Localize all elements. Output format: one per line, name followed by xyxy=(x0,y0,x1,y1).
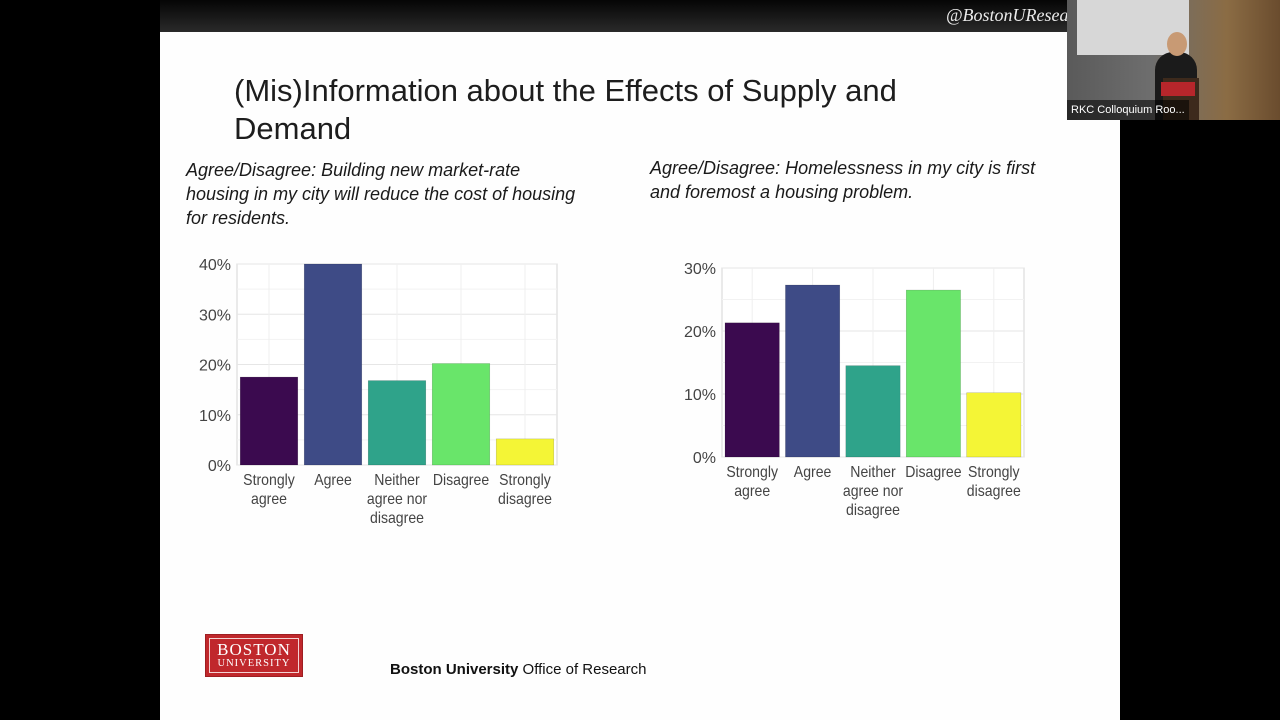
bar-strongly-disagree xyxy=(966,392,1022,458)
logo-line-boston: BOSTON xyxy=(217,640,291,659)
logo-line-university: UNIVERSITY xyxy=(217,658,291,669)
y-tick-label: 30% xyxy=(684,261,716,278)
x-tick-label: agree xyxy=(251,490,287,508)
x-tick-label: Neither xyxy=(850,463,895,481)
left-question: Agree/Disagree: Building new market-rate… xyxy=(186,160,576,228)
podium-sign xyxy=(1161,82,1195,96)
bar-strongly-agree xyxy=(724,322,780,458)
y-tick-label: 0% xyxy=(693,450,716,467)
x-tick-label: agree xyxy=(734,482,770,500)
x-tick-label: agree nor xyxy=(367,490,427,508)
participant-name-label: RKC Colloquium Roo... xyxy=(1067,100,1189,120)
y-tick-label: 30% xyxy=(199,307,231,324)
footer-org-bold: Boston University xyxy=(390,661,519,678)
x-tick-label: Strongly xyxy=(968,463,1020,481)
bar-disagree xyxy=(431,363,491,466)
bar-strongly-agree xyxy=(239,376,299,466)
x-tick-label: Disagree xyxy=(905,463,961,481)
bar-disagree xyxy=(905,289,961,458)
x-tick-label: Strongly xyxy=(499,471,551,489)
right-question: Agree/Disagree: Homelessness in my city … xyxy=(650,158,1036,202)
x-tick-label: Disagree xyxy=(433,471,489,489)
x-tick-label: disagree xyxy=(967,482,1021,500)
presentation-slide: (Mis)Information about the Effects of Su… xyxy=(160,32,1120,720)
y-tick-label: 20% xyxy=(199,358,231,375)
y-tick-label: 0% xyxy=(208,458,231,475)
y-tick-label: 40% xyxy=(199,257,231,274)
boston-university-logo: BOSTON UNIVERSITY xyxy=(205,634,303,677)
bar-agree xyxy=(785,284,841,458)
y-tick-label: 20% xyxy=(684,324,716,341)
bar-neither-agree-nor-disagree xyxy=(845,365,901,458)
x-tick-label: Agree xyxy=(794,463,832,481)
footer-org: Boston University Office of Research xyxy=(390,661,646,678)
x-tick-label: disagree xyxy=(370,509,424,527)
x-tick-label: Strongly xyxy=(243,471,295,489)
x-tick-label: Strongly xyxy=(726,463,778,481)
y-tick-label: 10% xyxy=(684,387,716,404)
bar-neither-agree-nor-disagree xyxy=(367,380,427,466)
participant-video-tile[interactable]: RKC Colloquium Roo... xyxy=(1067,0,1280,120)
bar-strongly-disagree xyxy=(495,438,555,466)
x-tick-label: Agree xyxy=(314,471,352,489)
bar-agree xyxy=(303,263,363,466)
x-tick-label: agree nor xyxy=(843,482,903,500)
stream-top-bar: @BostonUResearch | #researchon xyxy=(160,0,1194,32)
y-tick-label: 10% xyxy=(199,408,231,425)
slide-title: (Mis)Information about the Effects of Su… xyxy=(234,73,897,146)
speaker-head xyxy=(1167,32,1187,56)
x-tick-label: disagree xyxy=(846,501,900,519)
x-tick-label: Neither xyxy=(374,471,419,489)
x-tick-label: disagree xyxy=(498,490,552,508)
footer-org-rest: Office of Research xyxy=(518,661,647,678)
